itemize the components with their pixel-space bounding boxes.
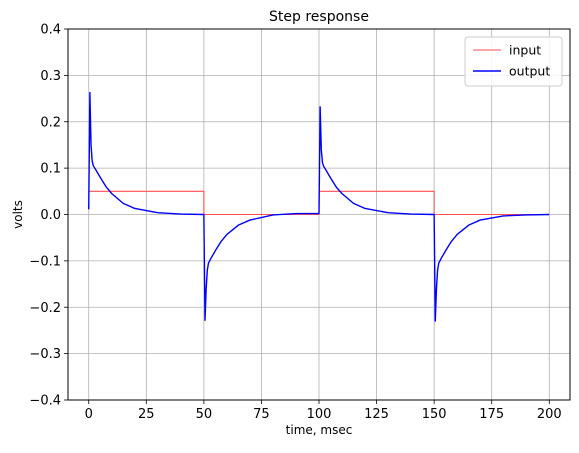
legend: input output xyxy=(464,36,563,87)
axis-ticks: 0 25 50 75 100 125 150 175 200 −0.4 −0.3 −0.2 −0.1 0.… xyxy=(29,23,561,423)
x-tick-label: 200 xyxy=(537,407,562,422)
y-tick-label: −0.2 xyxy=(29,301,61,316)
legend-box xyxy=(464,36,563,87)
legend-label-output: output xyxy=(509,64,550,79)
y-tick-label: 0.0 xyxy=(40,208,61,223)
y-tick-label: 0.3 xyxy=(40,69,61,84)
chart-title: Step response xyxy=(269,9,369,25)
x-tick-label: 25 xyxy=(138,407,155,422)
y-tick-label: 0.2 xyxy=(40,115,61,130)
y-tick-label: 0.1 xyxy=(40,162,61,177)
y-tick-label: −0.4 xyxy=(29,394,61,409)
y-tick-label: −0.3 xyxy=(29,347,61,362)
series-layer xyxy=(88,91,550,322)
x-tick-label: 100 xyxy=(307,407,332,422)
series-line-output xyxy=(88,91,550,322)
x-tick-label: 125 xyxy=(364,407,389,422)
x-axis-label: time, msec xyxy=(286,423,353,437)
legend-label-input: input xyxy=(509,43,541,58)
y-axis-label: volts xyxy=(11,200,25,229)
x-tick-label: 150 xyxy=(422,407,447,422)
x-tick-label: 50 xyxy=(196,407,213,422)
y-tick-label: 0.4 xyxy=(40,23,61,38)
x-tick-label: 0 xyxy=(85,407,93,422)
x-tick-label: 175 xyxy=(479,407,504,422)
y-tick-label: −0.1 xyxy=(29,254,61,269)
x-tick-label: 75 xyxy=(253,407,270,422)
